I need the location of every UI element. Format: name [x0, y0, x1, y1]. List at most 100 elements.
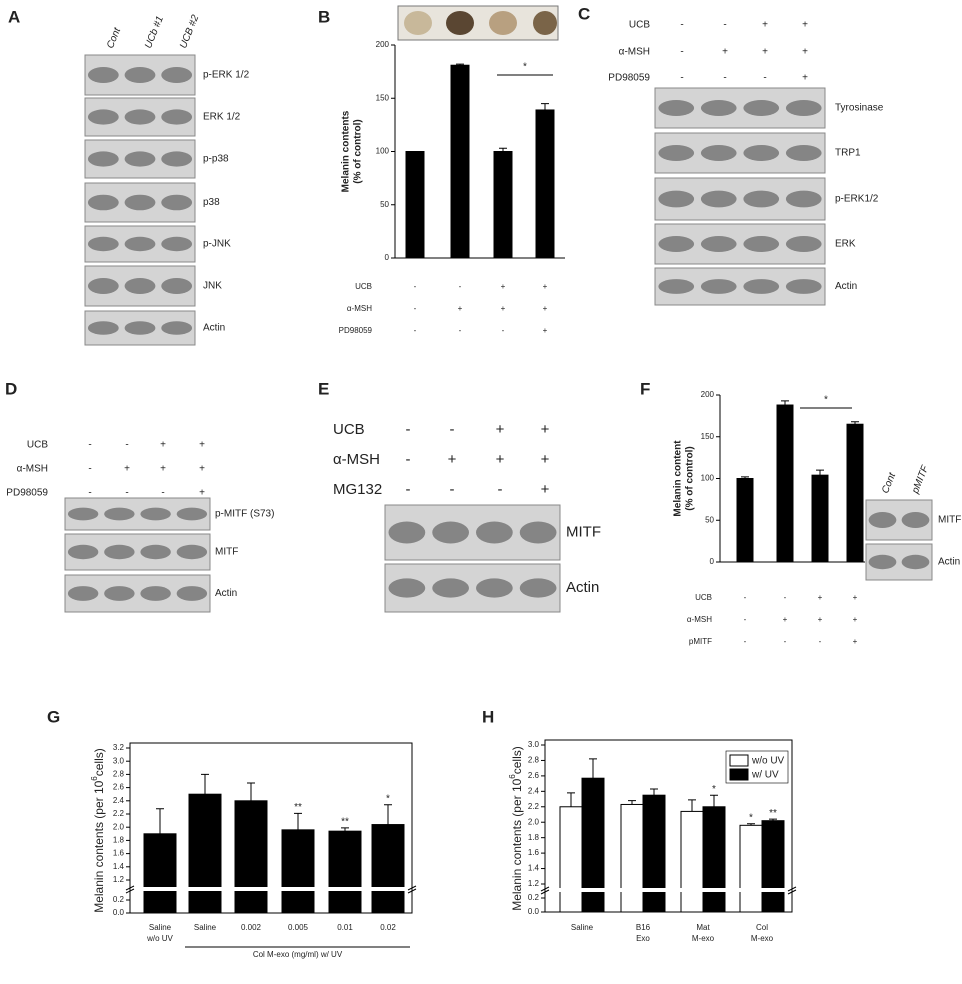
- blot-band: [476, 578, 513, 598]
- treatment-sign: -: [450, 421, 455, 438]
- treatment-sign: -: [414, 326, 417, 335]
- blot-band: [124, 109, 156, 125]
- error-bar: [247, 782, 255, 801]
- blot-band: [658, 236, 695, 252]
- blot-band: [785, 236, 822, 252]
- y-tick-label: 2.6: [528, 771, 540, 780]
- x-tick-label: Saline: [194, 923, 217, 932]
- treatment-sign: -: [784, 637, 787, 646]
- treatment-sign: -: [723, 73, 726, 84]
- band-label: JNK: [203, 281, 222, 292]
- treatment-sign: +: [783, 615, 788, 624]
- panel-label: C: [578, 4, 590, 23]
- blot-band: [161, 194, 193, 211]
- error-bar: [384, 804, 392, 825]
- y-tick-label: 3.0: [113, 756, 125, 765]
- panel-label: E: [318, 379, 329, 398]
- x-axis-label: Col M-exo (mg/ml) w/ UV: [253, 950, 343, 959]
- blot-band: [161, 236, 193, 252]
- treatment-sign: +: [853, 615, 858, 624]
- treatment-sign: +: [160, 464, 166, 475]
- band-label: MITF: [938, 515, 961, 526]
- x-tick-label: 0.005: [288, 923, 309, 932]
- blot-band: [161, 321, 193, 335]
- treatment-sign: -: [680, 47, 683, 58]
- treatment-sign: +: [818, 593, 823, 602]
- y-tick-label: 0.0: [528, 907, 540, 916]
- blot-band: [87, 321, 119, 335]
- treatment-sign: +: [543, 304, 548, 313]
- blot-band: [743, 236, 780, 252]
- treatment-sign: -: [88, 488, 91, 499]
- treatment-sign: -: [125, 440, 128, 451]
- blot-band: [700, 236, 737, 252]
- lane-label: pMITF: [910, 463, 932, 496]
- treatment-sign: -: [459, 282, 462, 291]
- treatment-label: UCB: [695, 593, 712, 602]
- y-tick-label: 2.2: [528, 802, 540, 811]
- bar: [535, 109, 555, 259]
- panel-label: F: [640, 379, 650, 398]
- blot-band: [476, 521, 513, 544]
- treatment-label: UCB: [333, 421, 365, 438]
- y-axis-label: Melanin content: [673, 440, 684, 517]
- y-tick-label: 150: [376, 93, 390, 102]
- significance: **: [341, 817, 349, 828]
- blot-band: [743, 279, 780, 294]
- band-label: p-JNK: [203, 239, 231, 250]
- treatment-sign: +: [541, 421, 550, 438]
- treatment-label: UCB: [27, 440, 48, 451]
- bar: [234, 800, 268, 914]
- error-bar: [156, 808, 164, 834]
- blot-band: [104, 507, 135, 521]
- x-tick-label: Saline: [149, 923, 172, 932]
- x-tick-label: Col: [756, 923, 768, 932]
- bar: [642, 794, 666, 913]
- band-label: p-p38: [203, 154, 229, 165]
- error-bar: [628, 800, 636, 805]
- blot-band: [700, 100, 737, 116]
- bar: [739, 824, 763, 913]
- treatment-label: α-MSH: [333, 451, 380, 468]
- band-label: Actin: [203, 323, 225, 334]
- treatment-label: pMITF: [689, 637, 712, 646]
- significance: **: [294, 802, 302, 813]
- panel-label: D: [5, 379, 17, 398]
- band-label: Tyrosinase: [835, 103, 884, 114]
- y-tick-label: 200: [376, 40, 390, 49]
- treatment-sign: -: [502, 326, 505, 335]
- blot-band: [140, 544, 171, 560]
- bar: [559, 806, 583, 913]
- treatment-label: PD98059: [608, 73, 650, 84]
- treatment-sign: -: [406, 421, 411, 438]
- significance: *: [749, 812, 753, 823]
- treatment-sign: +: [722, 47, 728, 58]
- y-tick-label: 1.4: [113, 862, 125, 871]
- x-tick-label: Exo: [636, 934, 650, 943]
- treatment-sign: +: [199, 464, 205, 475]
- blot-band: [161, 278, 193, 294]
- x-tick-label: M-exo: [751, 934, 774, 943]
- panel-label: G: [47, 707, 60, 726]
- band-label: Actin: [566, 579, 599, 596]
- blot-band: [700, 145, 737, 161]
- lane-label: Cont: [880, 470, 899, 495]
- treatment-sign: +: [448, 451, 457, 468]
- blot-band: [140, 507, 171, 521]
- y-axis-label: (% of control): [353, 119, 364, 183]
- significance: **: [769, 808, 777, 819]
- legend-label: w/ UV: [751, 770, 779, 781]
- treatment-sign: -: [450, 481, 455, 498]
- error-bar: [567, 792, 575, 807]
- y-tick-label: 1.2: [113, 875, 125, 884]
- y-tick-label: 2.0: [113, 822, 125, 831]
- treatment-sign: +: [543, 326, 548, 335]
- treatment-sign: +: [496, 421, 505, 438]
- blot-band: [176, 544, 208, 560]
- legend-swatch: [729, 768, 749, 781]
- blot-band: [67, 586, 99, 601]
- treatment-sign: +: [802, 47, 808, 58]
- bar: [811, 474, 829, 563]
- error-bar: [710, 794, 718, 807]
- break-mark: [125, 885, 135, 894]
